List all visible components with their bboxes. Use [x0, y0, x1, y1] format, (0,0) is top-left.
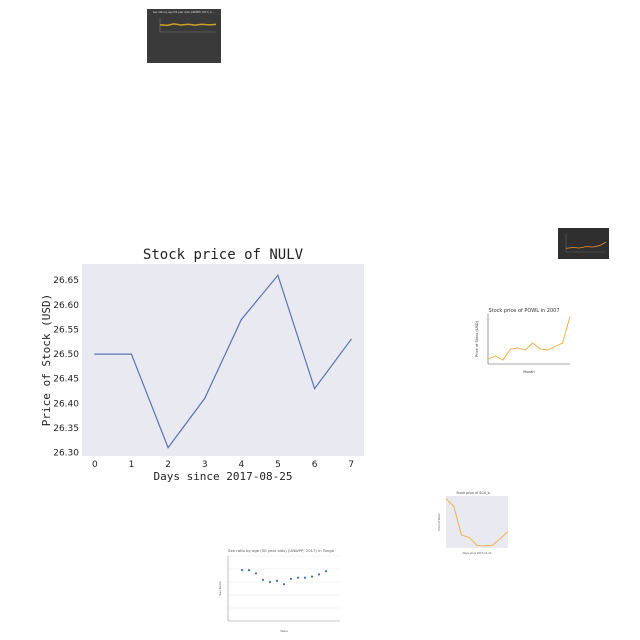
scatter-point	[324, 570, 328, 573]
scatter-point	[310, 575, 314, 578]
data-point	[204, 397, 206, 399]
y-tick-label: 26.40	[53, 399, 79, 409]
data-point	[240, 319, 242, 321]
thumb-powl-y-label: Price of Stock (USD)	[475, 320, 479, 357]
thumb-powl-x-label: Month	[523, 370, 534, 374]
y-axis-label: Price of Stock (USD)	[40, 294, 53, 426]
scatter-point	[254, 572, 258, 575]
scatter-point	[317, 573, 321, 576]
thumb-dark-small	[558, 228, 609, 259]
thumb-sgu-title: Stock price of SGU_b	[456, 491, 489, 495]
thumb-tonga-title: Sex ratio by age (50 year olds) (UNWPP, …	[228, 548, 334, 553]
y-tick-label: 26.65	[53, 276, 79, 286]
scatter-point	[303, 576, 307, 579]
y-tick-label: 26.55	[53, 325, 79, 335]
thumb-tonga-background	[218, 545, 344, 633]
data-point	[167, 447, 169, 449]
x-tick-label: 7	[348, 460, 354, 470]
thumb-sex-ratio-dark-background	[147, 9, 221, 63]
x-tick-label: 4	[238, 460, 244, 470]
y-tick-label: 26.50	[53, 350, 79, 360]
y-tick-label: 26.60	[53, 301, 79, 311]
data-point	[130, 353, 133, 355]
series-line	[94, 274, 352, 449]
scatter-point	[282, 583, 286, 586]
x-tick-label: 6	[312, 460, 318, 470]
scatter-point	[289, 577, 293, 580]
scatter-point	[247, 569, 251, 572]
thumb-dark-small-line	[565, 241, 607, 249]
data-point	[94, 353, 96, 355]
thumb-tonga: Sex ratio by age (50 year olds) (UNWPP, …	[218, 545, 344, 633]
thumb-sex-ratio-dark-title: Sex ratio by age (50 year olds) (UNWPP, …	[153, 11, 215, 14]
thumb-sgu-line	[445, 498, 509, 547]
thumb-powl: Stock price of POWL in 2007 Month Price of…	[475, 307, 573, 375]
scatter-point	[261, 578, 265, 581]
thumb-sgu-plot-area	[446, 496, 508, 548]
y-tick-label: 26.30	[53, 449, 79, 459]
y-tick-label: 26.35	[53, 424, 79, 434]
scatter-point	[240, 569, 244, 572]
thumb-tonga-y-label: Sex Ratio	[218, 581, 222, 595]
thumb-powl-title: Stock price of POWL in 2007	[488, 308, 559, 314]
thumb-tonga-x-label: Years	[280, 629, 288, 633]
scatter-point	[275, 579, 279, 583]
chart-title: Stock price of NULV	[143, 247, 304, 263]
scatter-point	[296, 576, 300, 579]
x-tick-label: 5	[275, 460, 281, 470]
thumb-powl-background	[475, 307, 573, 375]
thumb-sex-ratio-dark: Sex ratio by age (50 year olds) (UNWPP, …	[147, 9, 221, 63]
main-chart-group: Stock price of NULV Days since 2017-08-25…	[40, 247, 364, 483]
thumb-sgu: Stock price of SGU_b Days since 2017-11-1…	[437, 490, 509, 556]
thumb-dark-small-background	[558, 228, 609, 259]
thumb-sgu-y-label: Price of Stock	[437, 513, 441, 531]
thumb-sgu-x-label: Days since 2017-11-11	[463, 551, 492, 555]
thumb-sex-ratio-dark-line	[159, 23, 217, 27]
data-point	[313, 387, 316, 390]
x-axis-label: Days since 2017-08-25	[153, 470, 292, 483]
data-point	[277, 274, 279, 276]
y-tick-label: 26.45	[53, 375, 79, 385]
data-point	[350, 338, 352, 340]
x-tick-label: 2	[165, 460, 171, 470]
x-tick-label: 0	[92, 460, 98, 470]
x-tick-label: 1	[129, 460, 135, 470]
x-tick-label: 3	[202, 460, 208, 470]
scatter-point	[268, 580, 272, 584]
thumb-powl-line	[487, 316, 571, 361]
